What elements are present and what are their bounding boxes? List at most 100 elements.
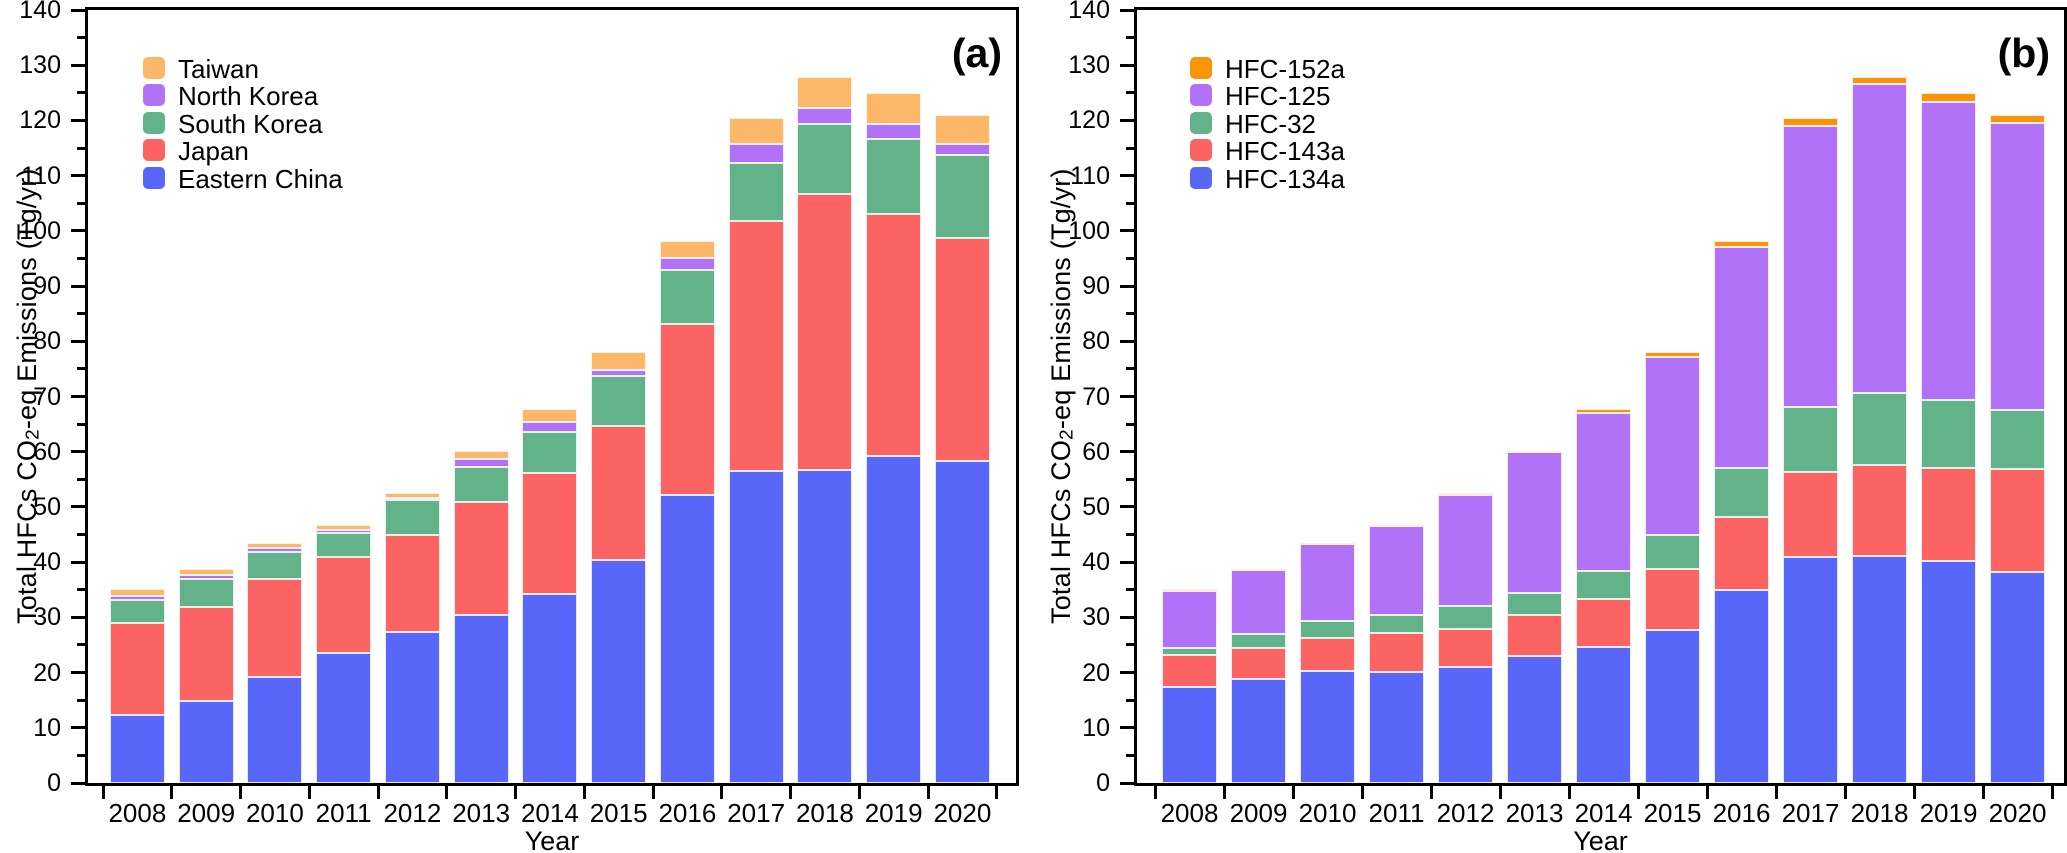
y-tick-label: 20 bbox=[1082, 658, 1110, 687]
bar-2016-hfc-125 bbox=[1714, 246, 1769, 469]
bar-2012-hfc-134a bbox=[1438, 667, 1493, 783]
legend-label-japan: Japan bbox=[178, 136, 249, 167]
y-tick-label: 70 bbox=[33, 382, 61, 411]
bar-2012-hfc-143a bbox=[1438, 628, 1493, 668]
bar-2014-south-korea bbox=[522, 431, 578, 473]
bar-2008-south-korea bbox=[109, 600, 165, 624]
x-tick-label: 2016 bbox=[1712, 798, 1771, 828]
legend-swatch-hfc-134a bbox=[1190, 166, 1212, 189]
bar-2015-south-korea bbox=[591, 376, 647, 427]
legend-swatch-north-korea bbox=[143, 84, 165, 107]
y-tick-label: 110 bbox=[1070, 161, 1110, 190]
y-major-tick bbox=[71, 505, 85, 509]
x-tick-label: 2019 bbox=[864, 798, 923, 828]
legend-label-hfc-143a: HFC-143a bbox=[1225, 136, 1345, 167]
x-tick-label: 2014 bbox=[1574, 798, 1633, 828]
plot-frame bbox=[1134, 7, 2067, 786]
y-minor-tick bbox=[77, 422, 85, 426]
x-tick-label: 2010 bbox=[245, 798, 304, 828]
bar-2008-hfc-152a bbox=[1162, 588, 1217, 591]
y-tick-label: 90 bbox=[1082, 272, 1110, 301]
y-tick-label: 70 bbox=[1082, 382, 1110, 411]
bar-2017-hfc-134a bbox=[1783, 557, 1838, 783]
bar-2020-hfc-125 bbox=[1990, 122, 2045, 410]
x-tick-label: 2014 bbox=[520, 798, 579, 828]
bar-2012-hfc-32 bbox=[1438, 606, 1493, 629]
bar-2008-hfc-143a bbox=[1162, 655, 1217, 687]
bar-2011-hfc-143a bbox=[1369, 633, 1424, 672]
bar-2011-hfc-125 bbox=[1369, 526, 1424, 616]
y-major-tick bbox=[1120, 8, 1134, 12]
y-minor-tick bbox=[77, 643, 85, 647]
y-minor-tick bbox=[77, 36, 85, 40]
bar-2014-hfc-134a bbox=[1576, 647, 1631, 783]
bar-2013-hfc-125 bbox=[1507, 452, 1562, 594]
x-tick bbox=[1843, 786, 1847, 799]
bar-2008-eastern-china bbox=[109, 715, 165, 783]
bar-2016-taiwan bbox=[659, 241, 715, 259]
bar-2018-taiwan bbox=[797, 76, 853, 109]
legend-label-hfc-125: HFC-125 bbox=[1225, 81, 1331, 112]
legend-label-taiwan: Taiwan bbox=[178, 54, 259, 84]
bar-2008-hfc-134a bbox=[1162, 686, 1217, 783]
bar-2011-south-korea bbox=[316, 533, 372, 558]
bar-2014-taiwan bbox=[522, 409, 578, 422]
legend-label-hfc-32: HFC-32 bbox=[1225, 108, 1317, 139]
x-axis-title: Year bbox=[1573, 826, 1628, 853]
y-tick-label: 110 bbox=[21, 161, 61, 190]
x-tick-label: 2010 bbox=[1298, 798, 1357, 828]
bar-2019-eastern-china bbox=[866, 456, 922, 783]
y-major-tick bbox=[71, 726, 85, 730]
bar-2018-hfc-32 bbox=[1852, 392, 1907, 465]
x-tick-label: 2020 bbox=[933, 798, 992, 828]
x-tick bbox=[1567, 786, 1571, 799]
y-major-tick bbox=[1120, 781, 1134, 785]
y-minor-tick bbox=[1126, 698, 1134, 702]
y-tick-label: 80 bbox=[1082, 327, 1110, 356]
x-tick bbox=[1705, 786, 1709, 799]
bar-2013-south-korea bbox=[453, 467, 509, 502]
legend-swatch-hfc-143a bbox=[1190, 139, 1212, 162]
y-minor-tick bbox=[1126, 91, 1134, 95]
y-major-tick bbox=[71, 671, 85, 675]
legend-swatch-hfc-125 bbox=[1190, 84, 1212, 107]
bar-2012-hfc-125 bbox=[1438, 494, 1493, 607]
y-minor-tick bbox=[1126, 422, 1134, 426]
y-minor-tick bbox=[1126, 477, 1134, 481]
bar-2014-hfc-143a bbox=[1576, 598, 1631, 648]
bar-2009-japan bbox=[178, 607, 234, 702]
y-minor-tick bbox=[77, 698, 85, 702]
x-tick bbox=[1981, 786, 1985, 799]
bar-2017-south-korea bbox=[728, 162, 784, 221]
y-minor-tick bbox=[1126, 588, 1134, 592]
bar-2020-hfc-32 bbox=[1990, 409, 2045, 470]
bar-2009-south-korea bbox=[178, 578, 234, 608]
bar-2011-japan bbox=[316, 557, 372, 653]
bar-2018-hfc-125 bbox=[1852, 83, 1907, 393]
y-tick-label: 40 bbox=[33, 548, 61, 577]
bar-2011-hfc-152a bbox=[1369, 524, 1424, 527]
y-tick-label: 0 bbox=[47, 769, 61, 797]
bar-2016-japan bbox=[659, 324, 715, 496]
bar-2013-hfc-143a bbox=[1507, 615, 1562, 656]
bar-2014-hfc-32 bbox=[1576, 570, 1631, 599]
x-tick bbox=[239, 786, 242, 799]
x-tick bbox=[926, 786, 930, 799]
y-minor-tick bbox=[77, 312, 85, 316]
bar-2016-hfc-152a bbox=[1714, 241, 1769, 247]
y-tick-label: 30 bbox=[33, 603, 61, 632]
bar-2019-hfc-32 bbox=[1921, 400, 1976, 468]
x-tick-label: 2012 bbox=[383, 798, 442, 828]
bar-2019-taiwan bbox=[866, 93, 922, 125]
x-tick bbox=[1153, 786, 1157, 799]
y-tick-label: 90 bbox=[33, 272, 61, 301]
bar-2019-north-korea bbox=[866, 124, 922, 139]
y-tick-label: 10 bbox=[1082, 713, 1110, 742]
y-tick-label: 130 bbox=[1068, 51, 1110, 80]
y-major-tick bbox=[1120, 505, 1134, 509]
y-tick-label: 30 bbox=[1082, 603, 1110, 632]
x-tick-label: 2016 bbox=[658, 798, 717, 828]
x-tick bbox=[1222, 786, 1226, 799]
legend-swatch-taiwan bbox=[143, 57, 165, 79]
y-tick-label: 10 bbox=[33, 713, 61, 742]
